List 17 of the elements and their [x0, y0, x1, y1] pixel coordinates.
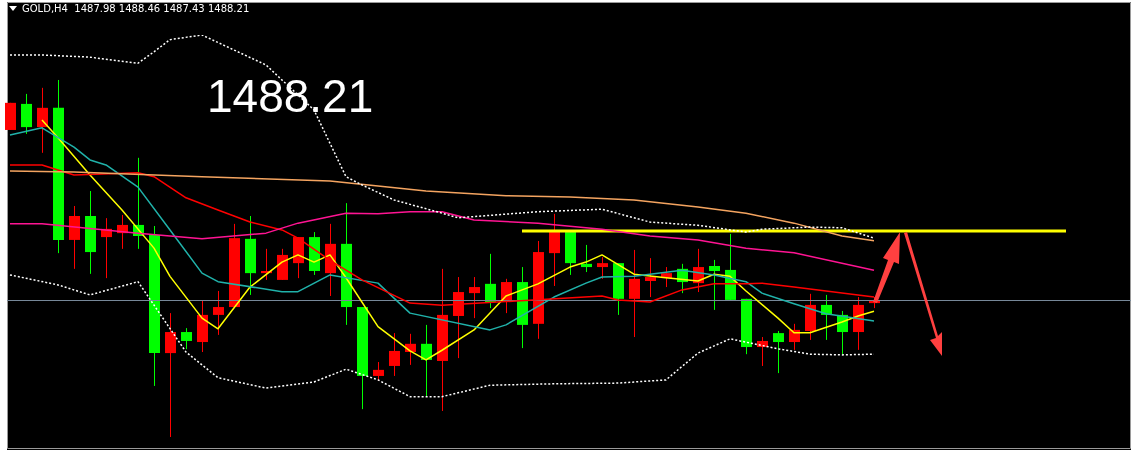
- candlestick: [21, 93, 32, 135]
- candlestick: [645, 257, 656, 298]
- candlestick: [421, 324, 432, 398]
- candlestick: [181, 327, 192, 350]
- chart-title: GOLD,H4 1487.98 1488.46 1487.43 1488.21: [22, 3, 250, 14]
- candlestick: [373, 361, 384, 382]
- candlestick: [597, 256, 608, 280]
- candlestick: [69, 205, 80, 270]
- candlestick: [389, 332, 400, 377]
- candlestick: [773, 330, 784, 374]
- candlestick: [581, 244, 592, 273]
- candlestick: [709, 259, 720, 311]
- candlestick: [165, 312, 176, 438]
- candlestick: [485, 253, 496, 309]
- annotation: 1488.21: [207, 70, 374, 122]
- candlestick: [213, 290, 224, 336]
- candlestick: [37, 87, 48, 154]
